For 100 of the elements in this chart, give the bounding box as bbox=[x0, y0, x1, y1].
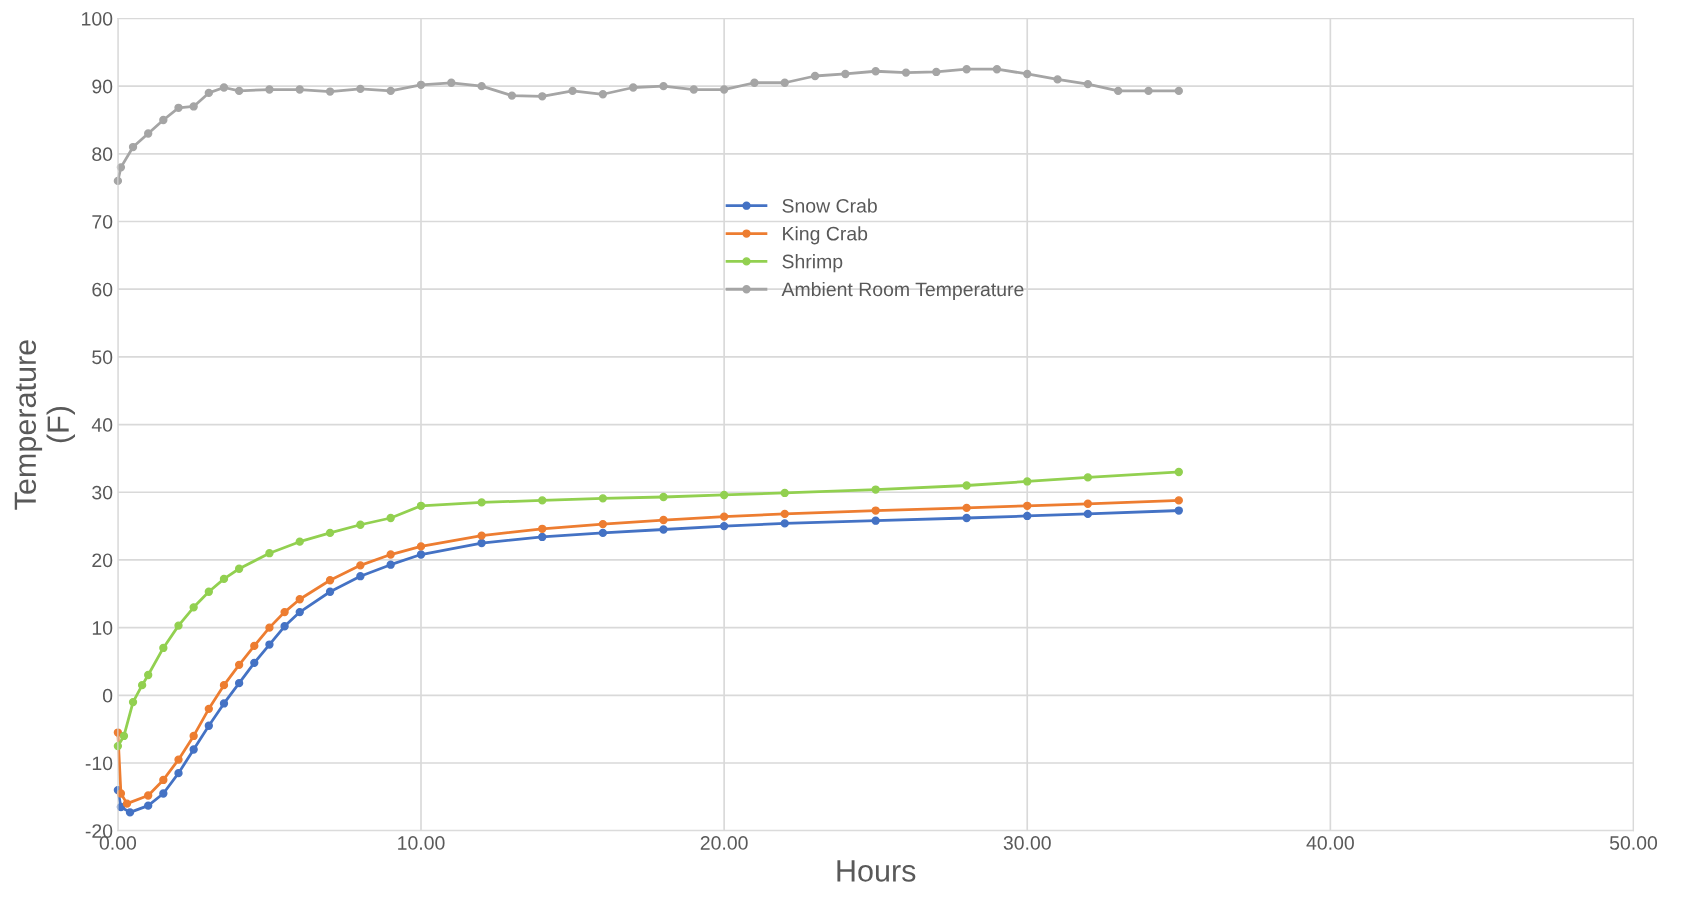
point bbox=[234, 678, 244, 688]
point bbox=[386, 513, 395, 523]
point bbox=[204, 587, 213, 596]
point bbox=[719, 512, 729, 521]
point bbox=[1174, 496, 1183, 505]
point bbox=[871, 506, 880, 515]
y-tick-label: 10 bbox=[92, 621, 113, 635]
y-tick-label: 40 bbox=[91, 418, 113, 432]
point bbox=[1023, 477, 1032, 486]
point bbox=[538, 532, 547, 542]
legend-label: Ambient Room Temperature bbox=[781, 281, 1024, 301]
point bbox=[780, 519, 789, 528]
point bbox=[204, 88, 213, 98]
point bbox=[189, 745, 198, 754]
point bbox=[871, 516, 880, 525]
point bbox=[144, 791, 153, 800]
point bbox=[137, 681, 147, 690]
point bbox=[250, 658, 259, 668]
point bbox=[122, 799, 132, 808]
point bbox=[189, 102, 198, 111]
point bbox=[144, 670, 153, 680]
point bbox=[750, 78, 759, 87]
point bbox=[810, 71, 820, 81]
point bbox=[295, 85, 304, 94]
point bbox=[356, 84, 365, 94]
point bbox=[234, 564, 244, 573]
y-tick-label: 30 bbox=[92, 485, 113, 500]
point bbox=[280, 622, 289, 631]
point bbox=[144, 801, 153, 810]
point bbox=[1023, 511, 1032, 521]
x-tick-label: 20.00 bbox=[700, 836, 748, 850]
point bbox=[1144, 86, 1153, 96]
point bbox=[416, 80, 426, 89]
y-tick-label: 50 bbox=[92, 350, 113, 365]
point bbox=[1023, 501, 1032, 510]
y-tick-label: 100 bbox=[82, 11, 113, 26]
point bbox=[962, 65, 971, 74]
point bbox=[265, 85, 274, 94]
x-tick-label: 50.00 bbox=[1609, 836, 1658, 850]
point bbox=[159, 789, 168, 798]
point bbox=[1053, 75, 1062, 84]
y-tick-label: 60 bbox=[92, 282, 113, 297]
point bbox=[159, 775, 168, 785]
x-tick-label: 0.00 bbox=[99, 836, 137, 850]
legend-label: Snow Crab bbox=[782, 198, 877, 213]
point bbox=[780, 488, 789, 498]
point bbox=[1083, 79, 1093, 89]
point bbox=[386, 86, 395, 96]
point bbox=[568, 86, 577, 96]
point bbox=[204, 721, 213, 730]
point bbox=[962, 481, 971, 490]
point bbox=[174, 755, 183, 764]
point bbox=[992, 65, 1002, 74]
point bbox=[295, 537, 304, 546]
point bbox=[932, 67, 941, 77]
point bbox=[416, 501, 426, 510]
point bbox=[719, 85, 729, 94]
x-axis-title: Hours bbox=[837, 860, 916, 882]
point bbox=[719, 521, 729, 531]
point bbox=[659, 525, 668, 534]
point bbox=[234, 660, 244, 670]
point bbox=[325, 587, 335, 596]
point bbox=[204, 704, 213, 714]
point bbox=[356, 520, 365, 529]
y-tick-label: -20 bbox=[85, 824, 113, 838]
legend-label: King Crab bbox=[783, 226, 868, 245]
point bbox=[598, 494, 608, 503]
x-tick-label: 10.00 bbox=[398, 836, 445, 850]
point bbox=[538, 524, 547, 533]
point bbox=[386, 560, 395, 569]
point bbox=[871, 67, 880, 76]
point bbox=[1023, 69, 1032, 79]
point bbox=[598, 519, 608, 529]
y-tick-label: 80 bbox=[92, 147, 113, 162]
point bbox=[416, 542, 426, 551]
point bbox=[538, 92, 547, 101]
point bbox=[280, 607, 289, 617]
point bbox=[447, 78, 456, 87]
point bbox=[189, 603, 198, 612]
point bbox=[780, 78, 789, 87]
point bbox=[219, 681, 229, 690]
y-tick-label: 90 bbox=[92, 79, 113, 94]
point bbox=[174, 103, 183, 112]
point bbox=[189, 731, 198, 741]
point bbox=[265, 640, 274, 649]
point bbox=[234, 86, 244, 96]
point bbox=[325, 576, 335, 585]
point bbox=[265, 623, 274, 632]
point bbox=[962, 503, 971, 513]
point bbox=[128, 697, 138, 707]
point bbox=[1174, 86, 1183, 96]
y-tick-label: 70 bbox=[92, 214, 113, 229]
point bbox=[477, 531, 486, 540]
x-tick-label: 30.00 bbox=[1003, 836, 1051, 850]
point bbox=[174, 768, 183, 778]
point bbox=[295, 607, 304, 617]
point bbox=[416, 550, 426, 559]
point bbox=[128, 142, 138, 152]
point bbox=[719, 490, 729, 500]
point bbox=[119, 731, 129, 741]
